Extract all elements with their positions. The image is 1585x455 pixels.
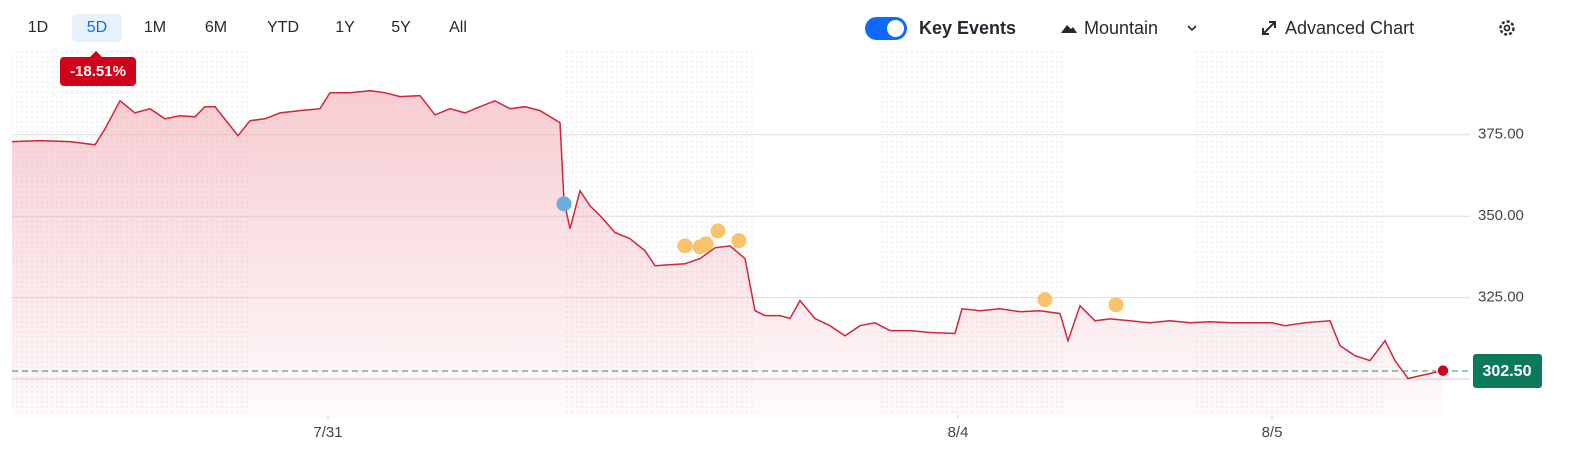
expand-icon xyxy=(1262,21,1276,35)
advanced-chart[interactable]: Advanced Chart xyxy=(1285,18,1415,38)
range-button[interactable]: 5D xyxy=(72,14,122,42)
toggle[interactable] xyxy=(865,17,907,40)
key-event xyxy=(556,196,572,212)
key-event xyxy=(731,233,747,249)
key-event xyxy=(710,223,726,239)
key-events-label[interactable]: Key Events xyxy=(919,18,1017,38)
range-button[interactable]: All xyxy=(449,19,467,36)
y-tick-label: 350.00 xyxy=(1478,207,1524,224)
key-event xyxy=(677,238,693,254)
y-tick-label: 325.00 xyxy=(1478,289,1524,306)
x-tick-label: 8/4 xyxy=(948,424,969,441)
last-price-label: 302.50 xyxy=(1483,363,1532,380)
chevron xyxy=(1187,25,1197,32)
last-point xyxy=(1436,363,1450,378)
x-tick-label: 8/5 xyxy=(1262,424,1283,441)
range-button[interactable]: YTD xyxy=(267,19,299,36)
settings-icon[interactable] xyxy=(1497,18,1517,38)
change-badge: -18.51% xyxy=(60,51,136,86)
range-button[interactable]: 6M xyxy=(204,19,228,36)
range-button[interactable]: 5Y xyxy=(391,19,411,36)
y-tick-label: 375.00 xyxy=(1478,126,1524,143)
range-button[interactable]: 1M xyxy=(143,19,167,36)
price-line xyxy=(11,89,1444,380)
range-button[interactable]: 1Y xyxy=(335,19,355,36)
area xyxy=(12,90,1443,415)
key-event xyxy=(1108,297,1124,313)
mountain-icon xyxy=(1061,25,1077,33)
range-button[interactable]: 1D xyxy=(27,19,49,36)
last-price-box xyxy=(1473,354,1542,389)
key-event xyxy=(1037,292,1053,308)
chart-style[interactable]: Mountain xyxy=(1084,18,1159,38)
x-tick-label: 7/31 xyxy=(313,424,342,441)
key-event xyxy=(698,236,714,252)
